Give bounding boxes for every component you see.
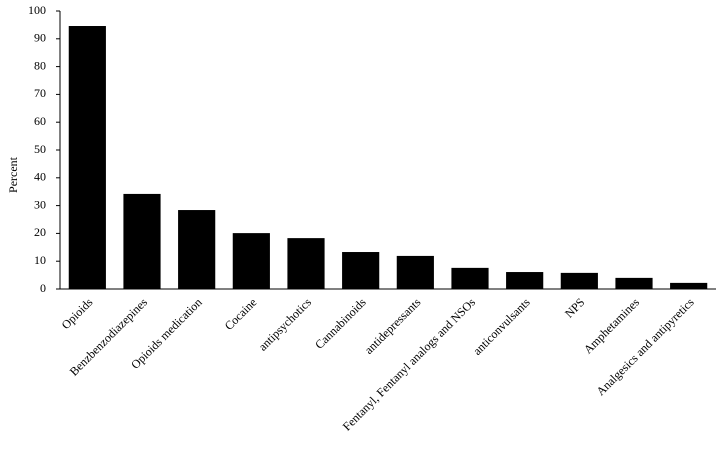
y-tick-label: 30	[34, 197, 46, 211]
bar	[232, 233, 270, 289]
bar	[506, 272, 544, 289]
x-tick-label: Cannabinoids	[312, 295, 369, 352]
bar	[560, 272, 598, 289]
x-tick-label: Amphetamines	[581, 295, 643, 357]
y-tick-label: 70	[34, 86, 46, 100]
bar	[123, 193, 161, 289]
x-tick-label: NPS	[562, 295, 587, 320]
bar	[68, 26, 106, 290]
x-tick-label: Analgesics and antipyretics	[594, 295, 697, 398]
y-tick-label: 40	[34, 170, 46, 184]
y-axis-label: Percent	[6, 156, 20, 193]
bar	[342, 252, 380, 289]
bar	[396, 255, 434, 289]
y-tick-label: 20	[34, 225, 46, 239]
bar	[178, 210, 216, 289]
y-tick-label: 10	[34, 253, 46, 267]
x-tick-label: anticonvulsants	[470, 295, 533, 358]
x-tick-label: antipsychotics	[256, 295, 315, 354]
y-tick-label: 50	[34, 142, 46, 156]
y-tick-label: 0	[40, 281, 46, 295]
y-tick-label: 90	[34, 31, 46, 45]
y-tick-label: 100	[28, 3, 46, 17]
y-tick-label: 60	[34, 114, 46, 128]
x-tick-label: Cocaine	[222, 295, 260, 333]
bar	[670, 282, 708, 289]
y-tick-label: 80	[34, 58, 46, 72]
bar	[287, 238, 325, 289]
x-tick-label: Opioids	[59, 295, 96, 332]
bar	[615, 277, 653, 289]
bar	[451, 267, 489, 289]
